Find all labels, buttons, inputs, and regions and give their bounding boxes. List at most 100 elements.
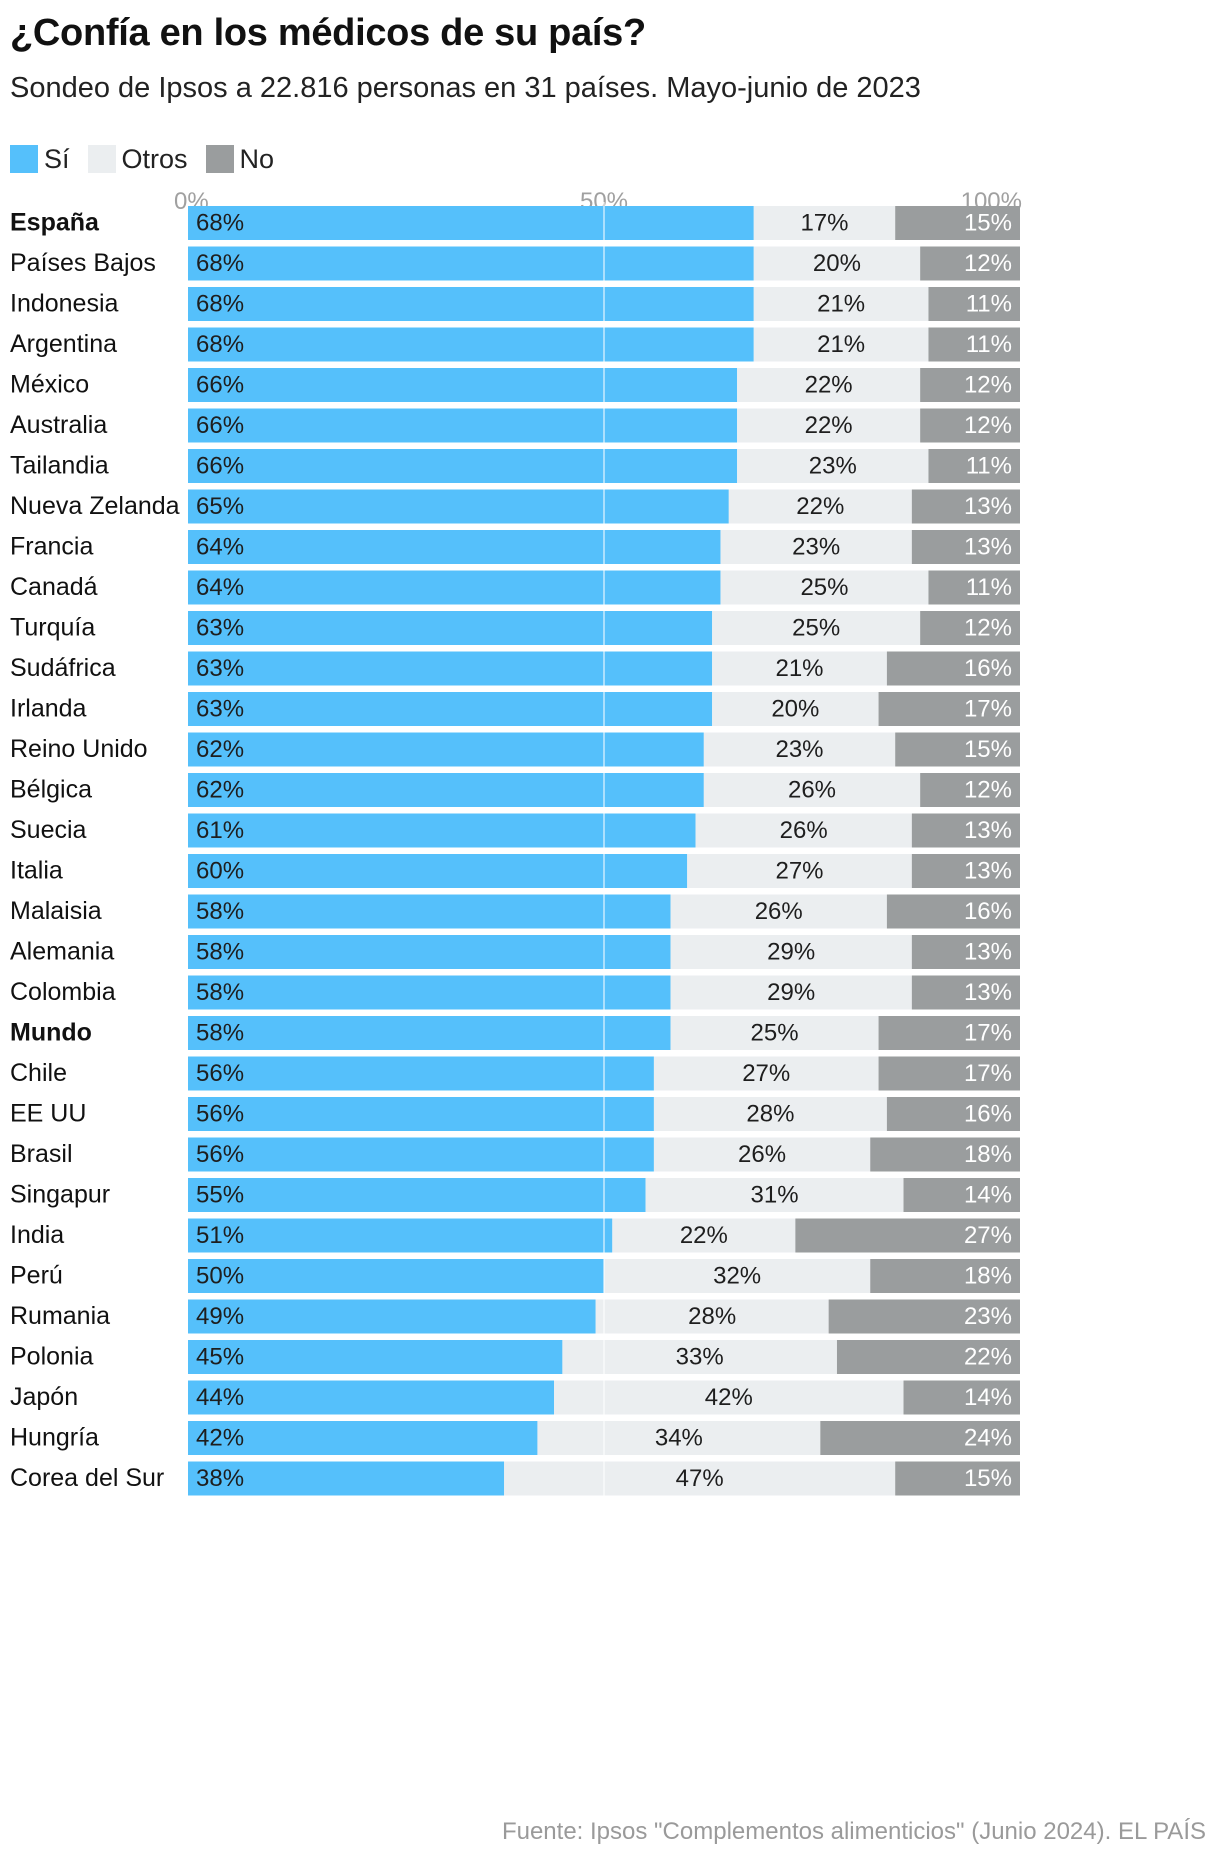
data-label-si: 63%: [196, 655, 244, 682]
data-label-si: 56%: [196, 1141, 244, 1168]
bar-segment-si: [188, 935, 671, 969]
source-note: Fuente: Ipsos "Complementos alimenticios…: [501, 1818, 1206, 1845]
data-label-otros: 28%: [746, 1100, 794, 1127]
data-label-si: 68%: [196, 290, 244, 317]
data-label-no: 11%: [966, 331, 1012, 358]
bar-segment-otros: [737, 449, 929, 483]
data-label-otros: 26%: [788, 776, 836, 803]
data-label-otros: 20%: [771, 695, 819, 722]
country-label: Sudáfrica: [10, 654, 116, 682]
data-label-no: 18%: [964, 1141, 1012, 1168]
data-label-no: 13%: [964, 979, 1012, 1006]
data-label-si: 63%: [196, 695, 244, 722]
data-label-si: 63%: [196, 614, 244, 641]
legend-swatch-si: [10, 145, 38, 173]
bar-segment-no: [895, 732, 1020, 767]
data-label-si: 66%: [196, 371, 244, 398]
bar-segment-si: [188, 246, 754, 281]
bar-segment-otros: [595, 1299, 829, 1334]
country-label: México: [10, 371, 89, 399]
bar-segment-no: [870, 1137, 1020, 1172]
country-label: India: [10, 1221, 64, 1249]
country-label: Bélgica: [10, 776, 92, 804]
data-label-si: 58%: [196, 979, 244, 1006]
bar-segment-no: [920, 611, 1020, 645]
bar-segment-no: [886, 894, 1020, 929]
data-label-otros: 25%: [792, 614, 840, 641]
data-label-otros: 26%: [755, 898, 803, 925]
data-label-no: 12%: [964, 412, 1012, 439]
data-label-no: 13%: [964, 938, 1012, 965]
data-label-si: 42%: [196, 1424, 244, 1451]
data-label-otros: 26%: [780, 817, 828, 844]
data-label-no: 17%: [964, 1060, 1012, 1087]
data-label-otros: 21%: [817, 331, 865, 358]
data-label-no: 18%: [964, 1262, 1012, 1289]
country-label: Turquía: [10, 614, 95, 642]
bar-segment-otros: [703, 732, 896, 767]
bar-segment-no: [878, 692, 1020, 726]
bar-segment-otros: [753, 246, 921, 281]
data-label-no: 13%: [964, 857, 1012, 884]
data-label-si: 68%: [196, 331, 244, 358]
bar-segment-otros: [537, 1421, 821, 1455]
data-label-otros: 47%: [676, 1465, 724, 1492]
country-label: Alemania: [10, 938, 114, 966]
bar-segment-si: [188, 368, 738, 402]
data-label-otros: 28%: [688, 1303, 736, 1330]
country-label: Brasil: [10, 1140, 73, 1168]
country-label: Singapur: [10, 1181, 110, 1209]
data-label-otros: 29%: [767, 938, 815, 965]
country-label: Chile: [10, 1059, 67, 1087]
bar-segment-si: [188, 732, 704, 767]
country-label: Países Bajos: [10, 249, 156, 277]
data-label-si: 64%: [196, 574, 244, 601]
country-label: Irlanda: [10, 695, 87, 723]
legend-label-otros: Otros: [121, 143, 188, 174]
data-label-otros: 21%: [775, 655, 823, 682]
country-label: Francia: [10, 533, 93, 561]
data-label-no: 14%: [964, 1181, 1012, 1208]
bar-segment-si: [188, 1218, 613, 1253]
bar-segment-si: [188, 813, 696, 848]
bar-segment-otros: [612, 1218, 796, 1253]
data-label-otros: 22%: [680, 1222, 728, 1249]
data-label-no: 12%: [964, 776, 1012, 803]
bar-segment-si: [188, 1056, 654, 1091]
bar-segment-si: [188, 854, 688, 888]
country-label: Japón: [10, 1383, 78, 1411]
data-label-no: 22%: [964, 1343, 1012, 1370]
bar-segment-otros: [703, 773, 921, 807]
bar-segment-si: [188, 449, 738, 483]
bar-segment-si: [188, 1016, 671, 1050]
country-label: Suecia: [10, 816, 87, 844]
data-label-si: 45%: [196, 1343, 244, 1370]
country-label: Italia: [10, 857, 63, 885]
bar-segment-si: [188, 1380, 555, 1415]
country-label: Colombia: [10, 978, 116, 1006]
stacked-bar-chart: 0% 50% 100%España 68% 17% 15%Países Bajos 68% 2…: [10, 190, 1022, 1496]
data-label-otros: 42%: [705, 1384, 753, 1411]
bar-segment-otros: [670, 894, 887, 929]
legend-label-si: Sí: [44, 143, 70, 174]
data-label-no: 11%: [966, 452, 1012, 479]
data-label-no: 13%: [964, 817, 1012, 844]
bar-segment-si: [188, 1340, 563, 1374]
bar-segment-si: [188, 692, 713, 726]
data-label-otros: 25%: [751, 1019, 799, 1046]
bar-segment-no: [886, 1097, 1020, 1131]
country-label: Australia: [10, 411, 107, 439]
country-label: Tailandia: [10, 452, 109, 480]
country-label: Indonesia: [10, 290, 119, 318]
bar-segment-si: [188, 1461, 505, 1496]
country-label-highlighted: España: [10, 209, 100, 237]
legend: Sí Otros No: [10, 144, 292, 174]
data-label-otros: 22%: [805, 412, 853, 439]
data-label-si: 62%: [196, 776, 244, 803]
country-label: Nueva Zelanda: [10, 492, 180, 520]
data-label-otros: 23%: [809, 452, 857, 479]
bar-segment-no: [820, 1421, 1020, 1455]
bar-segment-no: [870, 1259, 1020, 1293]
bar-segment-otros: [670, 935, 912, 969]
data-label-si: 60%: [196, 857, 244, 884]
